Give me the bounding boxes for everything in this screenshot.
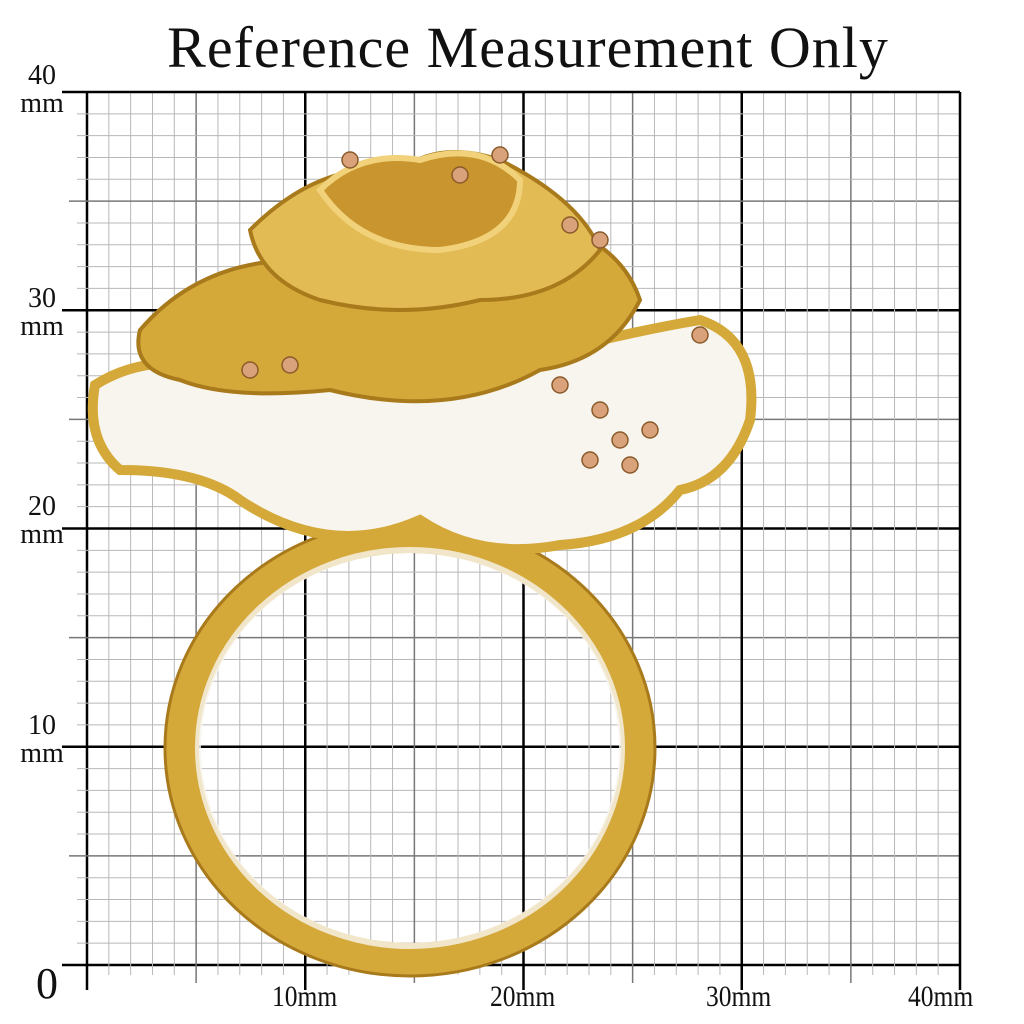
y-label-10: 10 mm <box>20 710 64 769</box>
crystal-stone <box>241 361 259 379</box>
origin-label: 0 <box>36 959 58 1008</box>
x-label-30: 30mm <box>706 980 772 1013</box>
y-label-40: 40 mm <box>20 60 64 119</box>
crystal-stone <box>341 151 359 169</box>
crystal-stone <box>691 326 709 344</box>
y-label-20: 20 mm <box>20 491 64 550</box>
x-label-20: 20mm <box>490 980 556 1013</box>
y-label-30: 30 mm <box>20 283 64 342</box>
crystal-stone <box>451 166 469 184</box>
crystal-stone <box>281 356 299 374</box>
rose-center <box>316 150 524 254</box>
page-title: Reference Measurement Only <box>167 15 889 80</box>
crystal-stone <box>591 401 609 419</box>
crystal-stone <box>561 216 579 234</box>
crystal-stone <box>491 146 509 164</box>
ring-band-highlight <box>195 547 625 949</box>
crystal-stone <box>611 431 629 449</box>
crystal-stone <box>641 421 659 439</box>
crystal-stone <box>591 231 609 249</box>
crystal-stone <box>581 451 599 469</box>
ring-band <box>165 519 655 977</box>
crystal-stone <box>551 376 569 394</box>
x-label-40: 40mm <box>908 980 974 1013</box>
crystal-stone <box>621 456 639 474</box>
x-label-10: 10mm <box>272 980 338 1013</box>
